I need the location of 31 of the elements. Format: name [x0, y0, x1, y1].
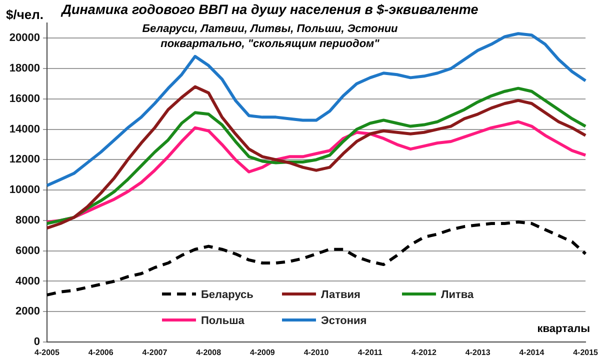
- x-tick-label: 4-2010: [304, 348, 330, 358]
- x-tick-label: 4-2005: [34, 348, 60, 358]
- y-tick-label: 8000: [16, 214, 40, 227]
- x-tick-label: 4-2013: [465, 348, 491, 358]
- y-tick-label: 6000: [16, 244, 40, 257]
- y-axis-title: $/чел.: [6, 7, 44, 22]
- y-tick-label: 18000: [9, 62, 40, 75]
- y-tick-label: 14000: [9, 123, 40, 136]
- x-tick-label: 4-2007: [142, 348, 168, 358]
- legend-label: Польша: [201, 315, 246, 328]
- x-tick-label: 4-2009: [250, 348, 276, 358]
- legend-label: Эстония: [321, 315, 367, 328]
- legend-label: Латвия: [321, 289, 360, 302]
- y-tick-label: 16000: [9, 92, 40, 105]
- x-tick-label: 4-2011: [358, 348, 383, 358]
- y-tick-label: 10000: [9, 184, 40, 196]
- y-tick-label: 20000: [9, 32, 40, 44]
- y-tick-label: 0: [34, 336, 40, 348]
- x-tick-label: 4-2015: [573, 348, 599, 358]
- x-tick-label: 4-2006: [88, 348, 114, 358]
- x-tick-label: 4-2012: [412, 348, 437, 358]
- x-axis-title: кварталы: [537, 323, 590, 335]
- x-tick-label: 4-2008: [196, 348, 222, 358]
- y-tick-label: 12000: [9, 154, 40, 166]
- legend-label: Беларусь: [201, 289, 254, 302]
- y-tick-label: 4000: [16, 275, 40, 288]
- legend-label: Литва: [441, 289, 474, 302]
- y-tick-label: 2000: [16, 306, 40, 318]
- text: Беларуси, Латвии, Литвы, Польши, Эстонии поквартально, "скольящим периодом": [142, 23, 398, 50]
- chart-title: Динамика годового ВВП на душу населения в $-эквиваленте: [62, 2, 478, 17]
- x-tick-label: 4-2014: [519, 348, 545, 358]
